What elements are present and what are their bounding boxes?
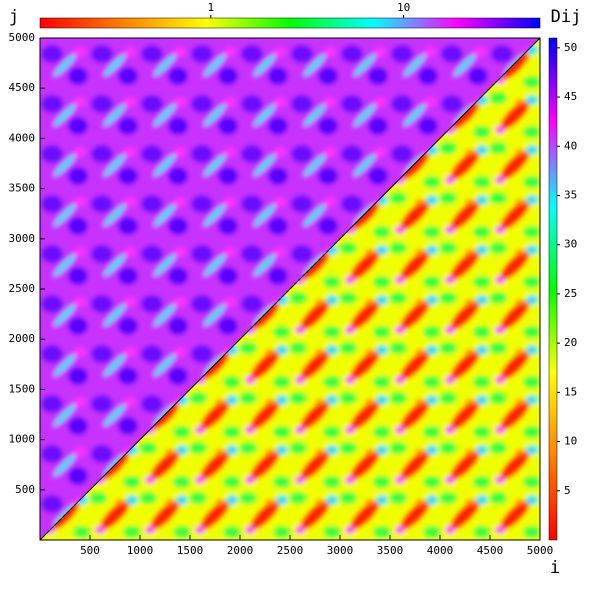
colorbar-tick-label: 20 — [564, 336, 577, 349]
x-tick-label: 500 — [80, 544, 100, 557]
top-colorbar-tick-label: 1 — [208, 1, 215, 14]
colorbar-label: Dij — [551, 7, 582, 27]
colorbar-tick-label: 35 — [564, 188, 577, 201]
colorbar-tick-label: 30 — [564, 238, 577, 251]
y-tick-label: 4500 — [9, 81, 36, 94]
colorbar-tick-label: 5 — [564, 484, 571, 497]
y-tick-label: 2000 — [9, 332, 36, 345]
x-tick-label: 5000 — [527, 544, 554, 557]
y-axis-label: j — [9, 7, 19, 27]
y-tick-label: 1500 — [9, 382, 36, 395]
x-axis-label: i — [550, 558, 560, 578]
heatmap — [39, 37, 541, 541]
y-tick-label: 3000 — [9, 232, 36, 245]
top-colorbar — [39, 17, 541, 29]
colorbar-tick-label: 40 — [564, 139, 577, 152]
x-tick-label: 2000 — [227, 544, 254, 557]
y-tick-label: 500 — [15, 483, 35, 496]
x-tick-label: 3500 — [377, 544, 404, 557]
y-tick-label: 5000 — [9, 31, 36, 44]
colorbar-tick-label: 50 — [564, 41, 577, 54]
x-tick-label: 1500 — [177, 544, 204, 557]
colorbar-tick-label: 15 — [564, 385, 577, 398]
y-tick-label: 4000 — [9, 131, 36, 144]
x-tick-label: 4000 — [427, 544, 454, 557]
colorbar — [548, 37, 558, 541]
y-tick-label: 1000 — [9, 433, 36, 446]
x-tick-label: 1000 — [127, 544, 154, 557]
colorbar-tick-label: 25 — [564, 287, 577, 300]
x-tick-label: 2500 — [277, 544, 304, 557]
colorbar-tick-label: 45 — [564, 90, 577, 103]
x-tick-label: 4500 — [477, 544, 504, 557]
y-tick-label: 3500 — [9, 182, 36, 195]
colorbar-tick-label: 10 — [564, 435, 577, 448]
x-tick-label: 3000 — [327, 544, 354, 557]
top-colorbar-tick-label: 10 — [397, 1, 410, 14]
y-tick-label: 2500 — [9, 282, 36, 295]
